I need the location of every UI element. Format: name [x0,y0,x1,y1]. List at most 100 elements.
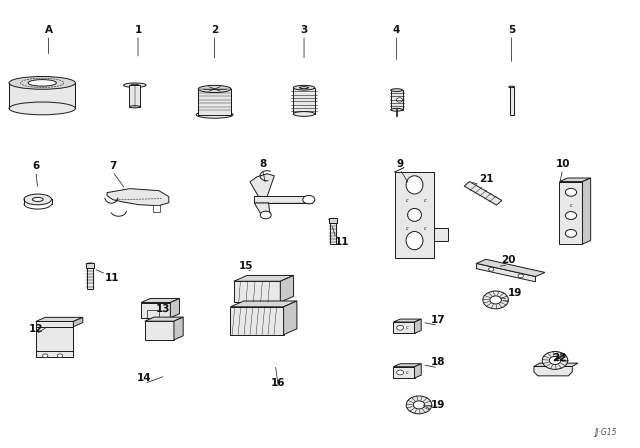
Text: 13: 13 [156,304,171,314]
Polygon shape [464,181,502,205]
Ellipse shape [329,218,337,220]
Text: 12: 12 [29,324,43,334]
Bar [395,172,435,258]
Text: 19: 19 [431,400,445,410]
Text: c: c [424,226,426,231]
Polygon shape [145,321,174,340]
Text: 10: 10 [556,159,570,169]
Ellipse shape [33,198,43,202]
Text: 11: 11 [335,237,349,247]
Ellipse shape [391,108,403,111]
Ellipse shape [28,80,56,86]
Polygon shape [230,307,284,335]
Polygon shape [582,178,591,244]
Ellipse shape [260,211,271,219]
Ellipse shape [408,208,421,221]
Polygon shape [394,322,415,333]
Text: 3: 3 [300,25,308,35]
Polygon shape [170,298,180,318]
Text: 14: 14 [137,373,152,383]
Polygon shape [250,174,275,197]
Text: 18: 18 [431,358,445,367]
Ellipse shape [293,112,315,116]
Text: 9: 9 [396,159,403,169]
Polygon shape [435,228,448,241]
Polygon shape [534,363,578,366]
Circle shape [42,354,48,358]
Text: c: c [406,370,408,375]
Polygon shape [74,317,83,327]
Circle shape [488,267,494,271]
Text: 16: 16 [271,378,285,388]
Text: JJ·G15: JJ·G15 [595,428,617,438]
Text: 8: 8 [259,159,266,169]
Polygon shape [141,302,170,318]
Bar [9,83,76,108]
Circle shape [413,401,425,409]
Ellipse shape [293,85,315,90]
Text: 11: 11 [105,272,120,283]
Circle shape [490,296,501,304]
Text: 6: 6 [32,161,40,171]
Polygon shape [476,259,545,276]
Circle shape [549,357,561,365]
Polygon shape [230,301,297,307]
Bar [198,89,231,115]
Polygon shape [107,189,169,206]
Bar [293,88,315,114]
Bar [87,264,93,289]
Text: c: c [406,198,408,203]
Ellipse shape [129,106,140,108]
Polygon shape [234,281,280,302]
Polygon shape [36,352,74,357]
Polygon shape [559,178,591,181]
Ellipse shape [303,195,315,204]
Ellipse shape [24,194,52,205]
Text: 15: 15 [239,262,254,271]
Text: c: c [570,203,572,208]
Polygon shape [36,327,74,357]
Ellipse shape [86,263,94,265]
Bar [129,85,140,107]
Text: c: c [406,325,408,330]
Text: c: c [406,226,408,231]
Ellipse shape [509,86,515,88]
Circle shape [565,229,577,237]
Polygon shape [36,317,83,322]
Circle shape [483,291,508,309]
Polygon shape [415,319,421,333]
Polygon shape [394,367,415,378]
Polygon shape [174,317,183,340]
Ellipse shape [300,87,308,89]
Circle shape [565,211,577,220]
Polygon shape [141,298,180,302]
Ellipse shape [198,86,231,93]
Bar [86,263,94,268]
Polygon shape [254,203,270,215]
Bar [391,90,403,110]
Bar [330,220,335,244]
Circle shape [406,396,432,414]
Text: 7: 7 [109,161,116,171]
Ellipse shape [406,176,423,194]
Circle shape [518,274,524,278]
Ellipse shape [391,89,403,91]
Circle shape [397,370,404,375]
Text: 1: 1 [134,25,141,35]
Bar [509,87,514,115]
Circle shape [57,354,63,358]
Ellipse shape [9,77,76,89]
Text: 2: 2 [211,25,218,35]
Text: A: A [45,25,52,35]
Polygon shape [415,364,421,378]
Text: 19: 19 [508,288,522,298]
Polygon shape [36,322,74,327]
Ellipse shape [9,102,76,115]
Polygon shape [145,317,183,321]
Text: 17: 17 [431,315,445,325]
Circle shape [542,352,568,369]
Polygon shape [394,319,421,322]
Polygon shape [284,301,297,335]
Bar [254,197,312,203]
Text: 22: 22 [552,353,567,363]
